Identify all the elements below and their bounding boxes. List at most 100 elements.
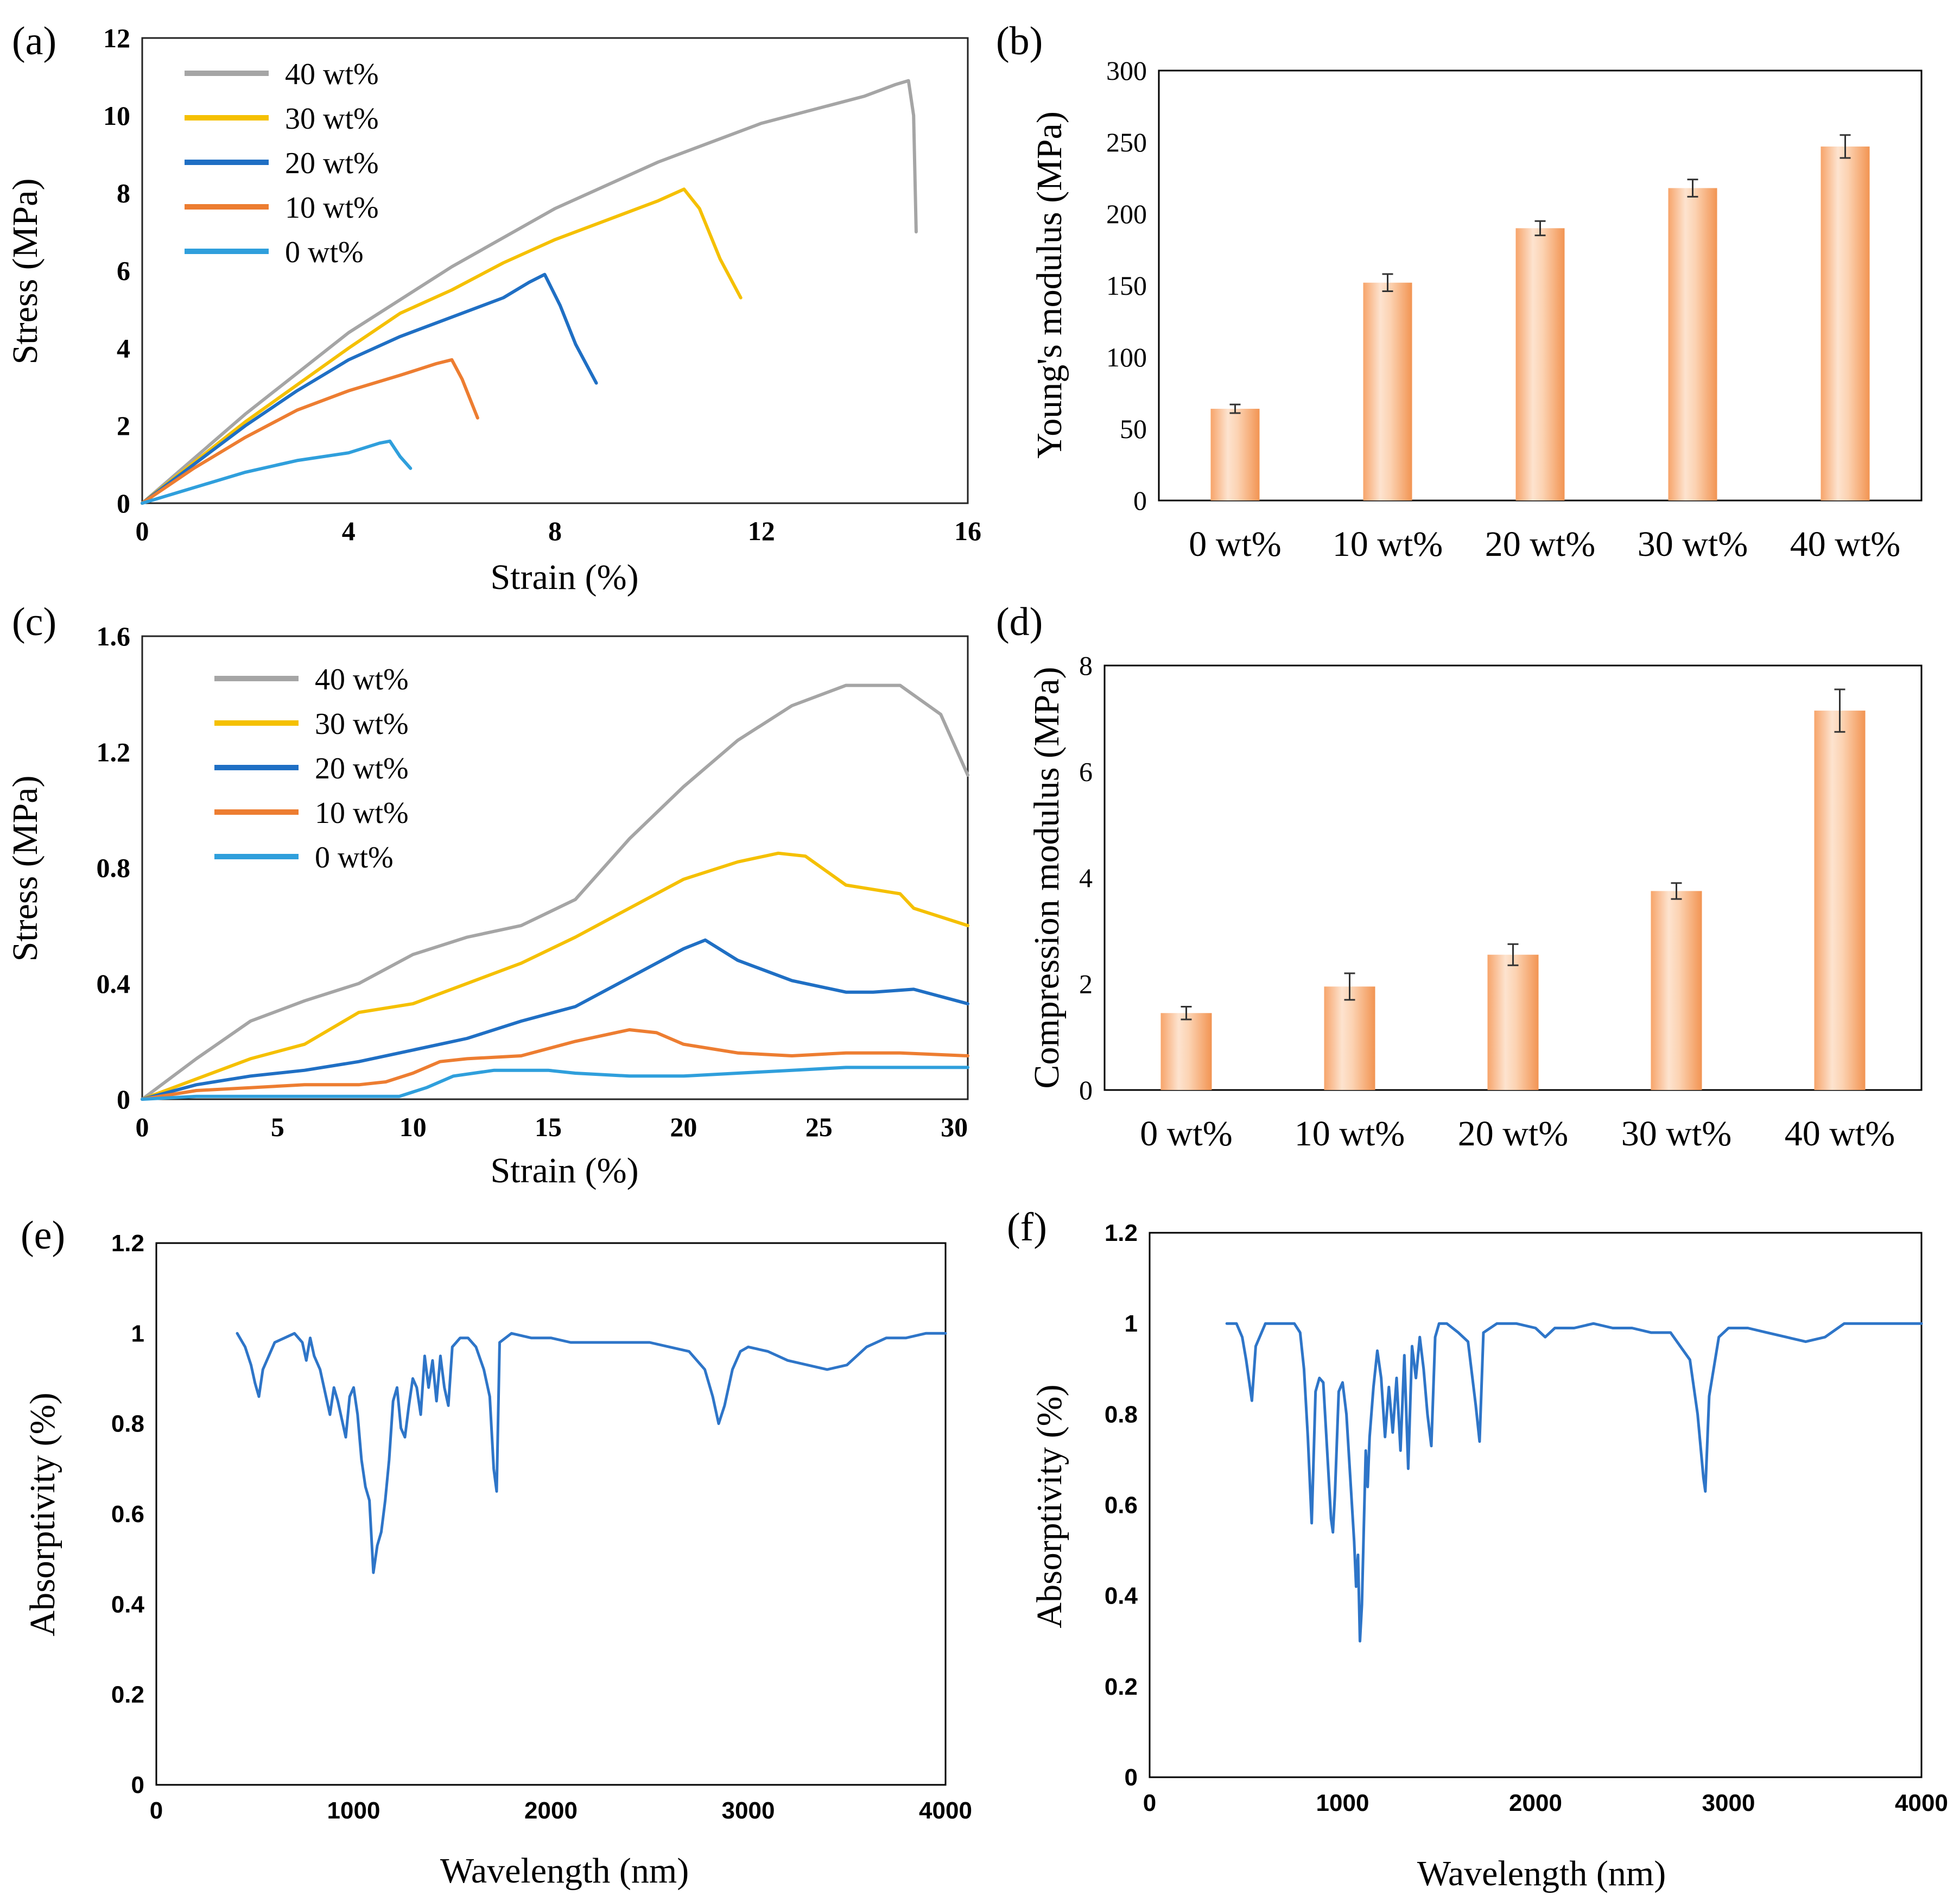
y-tick-label: 0.6 xyxy=(111,1501,144,1528)
x-tick-label: 12 xyxy=(748,516,775,546)
y-tick-label: 8 xyxy=(1079,650,1093,681)
series-line-20wt xyxy=(141,273,598,505)
x-tick-label: 8 xyxy=(548,516,562,546)
x-tick-label: 0 xyxy=(136,516,149,546)
y-tick-label: 4 xyxy=(117,333,130,363)
y-tick-label: 150 xyxy=(1106,270,1147,301)
y-tick-label: 1.2 xyxy=(111,1230,144,1257)
y-tick-label: 0 xyxy=(1133,485,1147,516)
x-tick-label: 3000 xyxy=(722,1797,775,1824)
series-line-0wt xyxy=(141,439,413,505)
bar xyxy=(1515,228,1565,500)
y-axis-label: Absorptivity (%) xyxy=(23,1392,62,1636)
series-line-10wt xyxy=(141,358,479,505)
x-tick-label: 1000 xyxy=(1316,1790,1369,1816)
bar xyxy=(1651,891,1702,1090)
x-tick-label: 30 xyxy=(941,1112,968,1142)
y-tick-label: 6 xyxy=(117,256,130,286)
y-tick-label: 8 xyxy=(117,178,130,208)
y-tick-label: 4 xyxy=(1079,863,1093,893)
series-line-spectrum xyxy=(1225,1322,1923,1643)
x-tick-label: 20 xyxy=(670,1112,697,1142)
y-tick-label: 0.8 xyxy=(1105,1401,1138,1428)
y-axis-label: Compression modulus (MPa) xyxy=(1027,667,1067,1088)
y-tick-label: 0.6 xyxy=(1105,1492,1138,1518)
x-axis-label: Wavelength (nm) xyxy=(440,1851,689,1891)
series-line-30wt xyxy=(141,187,743,505)
chart-f: (f) 0 0.2 0.4 0.6 0.8 1 1.2 Absorptivity (%) 0 100… xyxy=(1007,1205,1948,1893)
bar xyxy=(1821,146,1870,500)
x-category-label: 0 wt% xyxy=(1189,524,1281,564)
x-category-label: 10 wt% xyxy=(1295,1114,1405,1154)
y-tick-label: 12 xyxy=(103,23,130,53)
y-tick-label: 2 xyxy=(1079,969,1093,999)
y-axis-label: Young's modulus (MPa) xyxy=(1030,111,1069,459)
panel-label: (b) xyxy=(996,19,1043,64)
panel-label: (f) xyxy=(1007,1205,1047,1250)
y-tick-label: 2 xyxy=(117,410,130,441)
y-tick-label: 200 xyxy=(1106,199,1147,229)
x-tick-label: 25 xyxy=(805,1112,833,1142)
series-line-30wt xyxy=(141,851,969,1101)
bar xyxy=(1210,409,1260,500)
x-tick-label: 16 xyxy=(954,516,981,546)
y-tick-label: 0.4 xyxy=(1105,1583,1138,1609)
y-tick-label: 300 xyxy=(1106,55,1147,86)
legend-label: 10 wt% xyxy=(285,191,379,225)
x-tick-label: 0 xyxy=(1143,1790,1156,1816)
y-tick-label: 6 xyxy=(1079,757,1093,787)
x-tick-label: 0 xyxy=(150,1797,163,1824)
x-category-label: 0 wt% xyxy=(1140,1114,1232,1154)
x-tick-label: 3000 xyxy=(1702,1790,1755,1816)
legend-label: 20 wt% xyxy=(285,147,379,180)
chart-a: (a) 0 2 4 6 8 10 12 Stress (MPa) 0 4 8 12 16 Strain (%… xyxy=(5,19,981,597)
x-axis-label: Strain (%) xyxy=(490,1151,638,1190)
bar xyxy=(1363,282,1412,500)
bar xyxy=(1160,1013,1212,1090)
y-tick-label: 100 xyxy=(1106,342,1147,372)
y-tick-label: 250 xyxy=(1106,127,1147,157)
y-tick-label: 0 xyxy=(117,488,130,518)
legend-label: 40 wt% xyxy=(285,58,379,91)
bar xyxy=(1814,711,1866,1090)
y-tick-label: 0.4 xyxy=(111,1591,145,1618)
x-axis-label: Wavelength (nm) xyxy=(1417,1854,1666,1893)
series-line-20wt xyxy=(141,938,969,1101)
bar xyxy=(1487,954,1539,1090)
chart-e: (e) 0 0.2 0.4 0.6 0.8 1 1.2 Absorptivity (%) 0 100… xyxy=(21,1213,972,1891)
y-tick-label: 0 xyxy=(1079,1075,1093,1105)
series-line-40wt xyxy=(141,79,918,505)
x-category-label: 40 wt% xyxy=(1785,1114,1895,1154)
bar xyxy=(1668,188,1717,501)
x-category-label: 40 wt% xyxy=(1790,524,1900,564)
x-axis-label: Strain (%) xyxy=(490,557,638,597)
x-category-label: 30 wt% xyxy=(1621,1114,1731,1154)
panel-label: (d) xyxy=(996,600,1043,644)
x-tick-label: 2000 xyxy=(524,1797,578,1824)
x-tick-label: 0 xyxy=(136,1112,149,1142)
x-category-label: 10 wt% xyxy=(1333,524,1443,564)
legend-label: 30 wt% xyxy=(315,707,409,741)
y-axis-label: Absorptivity (%) xyxy=(1030,1384,1069,1628)
x-category-label: 20 wt% xyxy=(1485,524,1595,564)
x-tick-label: 4000 xyxy=(1895,1790,1948,1816)
y-tick-label: 0.4 xyxy=(97,968,131,999)
y-tick-label: 0 xyxy=(131,1772,144,1798)
y-tick-label: 0.2 xyxy=(1105,1674,1138,1700)
x-tick-label: 4 xyxy=(342,516,356,546)
y-tick-label: 0 xyxy=(117,1084,130,1114)
y-tick-label: 1.6 xyxy=(97,621,131,651)
x-tick-label: 4000 xyxy=(919,1797,972,1824)
series-line-0wt xyxy=(141,1066,969,1101)
legend-label: 20 wt% xyxy=(315,752,409,785)
legend-label: 10 wt% xyxy=(315,796,409,830)
y-tick-label: 50 xyxy=(1120,414,1147,444)
y-tick-label: 1 xyxy=(131,1320,144,1347)
chart-d: (d) 0 2 4 6 8 Compression modulus (MPa) 0 wt% 10… xyxy=(996,600,1923,1154)
x-category-label: 30 wt% xyxy=(1638,524,1748,564)
plot-frame xyxy=(141,635,969,1100)
legend-label: 0 wt% xyxy=(315,841,394,875)
chart-c: (c) 0 0.4 0.8 1.2 1.6 Stress (MPa) 0 5 10 15 20 25 30… xyxy=(5,600,969,1190)
x-category-label: 20 wt% xyxy=(1458,1114,1568,1154)
